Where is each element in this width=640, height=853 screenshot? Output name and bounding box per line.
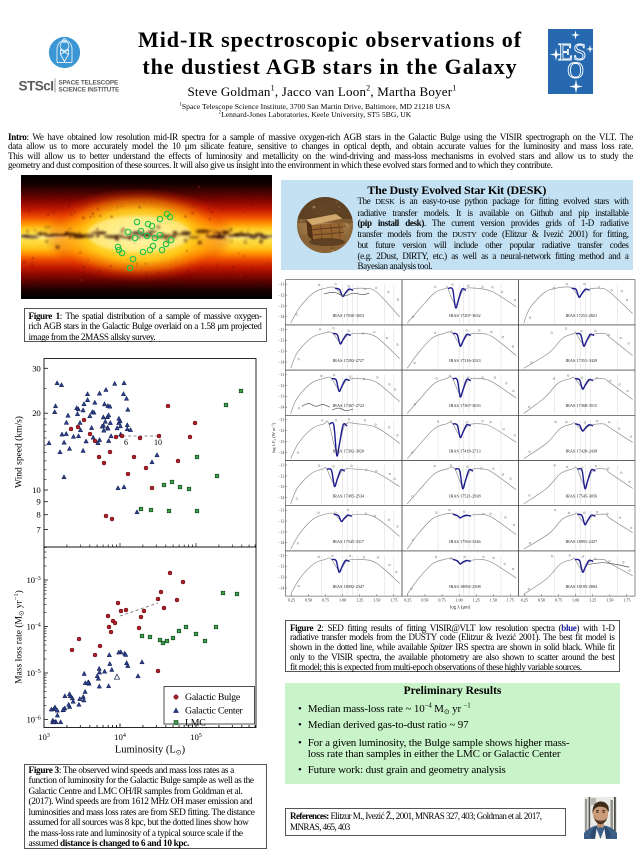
svg-text:1.00: 1.00 — [572, 598, 579, 603]
svg-text:IRAS 17030-3053: IRAS 17030-3053 — [333, 313, 365, 318]
svg-text:10: 10 — [154, 438, 162, 447]
svg-text:−11: −11 — [278, 418, 284, 422]
svg-text:0.50: 0.50 — [421, 598, 428, 603]
svg-text:IRAS 17367-3633: IRAS 17367-3633 — [449, 403, 481, 408]
svg-text:1.75: 1.75 — [507, 598, 514, 603]
svg-text:1.25: 1.25 — [356, 598, 363, 603]
svg-text:ES: ES — [558, 40, 587, 66]
svg-text:IRAS 18195-2804: IRAS 18195-2804 — [566, 584, 598, 589]
svg-text:9: 9 — [36, 497, 41, 507]
svg-text:1.25: 1.25 — [473, 598, 480, 603]
svg-text:log λ (μm): log λ (μm) — [450, 606, 471, 611]
svg-text:−14: −14 — [278, 315, 284, 319]
svg-text:IRAS 18091-2437: IRAS 18091-2437 — [566, 539, 598, 544]
svg-text:−13: −13 — [278, 530, 284, 534]
svg-text:IRAS 17418-2713: IRAS 17418-2713 — [449, 448, 481, 453]
svg-text:1.00: 1.00 — [456, 598, 463, 603]
svg-text:IRAS 17292-2727: IRAS 17292-2727 — [333, 358, 365, 363]
svg-text:10−6: 10−6 — [27, 715, 41, 725]
svg-text:−12: −12 — [278, 384, 284, 388]
svg-text:−13: −13 — [278, 576, 284, 580]
svg-text:20: 20 — [32, 408, 41, 418]
svg-text:IRAS 17392-3020: IRAS 17392-3020 — [333, 448, 365, 453]
svg-text:0.50: 0.50 — [538, 598, 545, 603]
svg-text:0.25: 0.25 — [404, 598, 411, 603]
svg-text:IRAS 17495-2534: IRAS 17495-2534 — [333, 494, 365, 499]
svg-text:−12: −12 — [278, 520, 284, 524]
svg-text:IRAS 17521-2938: IRAS 17521-2938 — [449, 494, 481, 499]
svg-text:Mass loss rate (M⊙ yr−1): Mass loss rate (M⊙ yr−1) — [14, 590, 25, 684]
svg-text:1.25: 1.25 — [589, 598, 596, 603]
svg-text:0.75: 0.75 — [555, 598, 562, 603]
svg-text:IRAS 17368-3515: IRAS 17368-3515 — [566, 403, 598, 408]
svg-text:−11: −11 — [278, 283, 284, 287]
svg-text:0.75: 0.75 — [322, 598, 329, 603]
svg-text:−13: −13 — [278, 350, 284, 354]
svg-text:0.50: 0.50 — [305, 598, 312, 603]
svg-text:IRAS 18092-2508: IRAS 18092-2508 — [449, 584, 481, 589]
svg-text:Wind speed (km/s): Wind speed (km/s) — [14, 416, 25, 488]
svg-text:10−4: 10−4 — [27, 622, 41, 632]
svg-text:Luminosity (L⊙): Luminosity (L⊙) — [115, 745, 186, 757]
svg-text:1.00: 1.00 — [339, 598, 346, 603]
svg-text:105: 105 — [190, 732, 202, 742]
svg-text:−12: −12 — [278, 429, 284, 433]
svg-text:7: 7 — [36, 525, 41, 535]
svg-text:LMC: LMC — [185, 718, 205, 729]
svg-text:−11: −11 — [278, 373, 284, 377]
svg-text:1.50: 1.50 — [606, 598, 613, 603]
svg-text:0.75: 0.75 — [438, 598, 445, 603]
svg-text:−14: −14 — [278, 406, 284, 410]
svg-text:1.75: 1.75 — [623, 598, 630, 603]
svg-text:IRAS 17207-3632: IRAS 17207-3632 — [449, 313, 481, 318]
svg-text:0.25: 0.25 — [288, 598, 295, 603]
svg-text:−13: −13 — [278, 440, 284, 444]
svg-text:10−5: 10−5 — [27, 668, 41, 678]
svg-text:1.50: 1.50 — [373, 598, 380, 603]
svg-text:IRAS 17251-2821: IRAS 17251-2821 — [566, 313, 598, 318]
svg-text:STScI: STScI — [19, 79, 54, 94]
svg-text:−14: −14 — [278, 496, 284, 500]
svg-text:8: 8 — [36, 510, 41, 520]
svg-text:30: 30 — [32, 363, 41, 373]
svg-text:IRAS 17367-2722: IRAS 17367-2722 — [333, 403, 365, 408]
svg-text:−12: −12 — [278, 294, 284, 298]
svg-text:Galactic Bulge: Galactic Bulge — [185, 692, 241, 703]
svg-text:103: 103 — [38, 732, 50, 742]
svg-text:6: 6 — [124, 438, 128, 447]
svg-text:IRAS 17428-2438: IRAS 17428-2438 — [566, 448, 598, 453]
svg-text:−11: −11 — [278, 463, 284, 467]
svg-text:log λ Fλ (W m−2): log λ Fλ (W m−2) — [270, 422, 277, 453]
svg-text:−11: −11 — [278, 328, 284, 332]
svg-text:104: 104 — [114, 732, 126, 742]
svg-text:−12: −12 — [278, 474, 284, 478]
svg-text:IRAS 17545-3317: IRAS 17545-3317 — [333, 539, 365, 544]
svg-text:Galactic Center: Galactic Center — [185, 706, 243, 717]
svg-text:IRAS 17545-3056: IRAS 17545-3056 — [566, 494, 598, 499]
svg-text:SPACE TELESCOPE: SPACE TELESCOPE — [59, 80, 119, 87]
svg-text:O: O — [567, 58, 584, 83]
svg-text:−13: −13 — [278, 304, 284, 308]
svg-text:−14: −14 — [278, 541, 284, 545]
svg-text:−11: −11 — [278, 509, 284, 513]
svg-text:−14: −14 — [278, 451, 284, 455]
svg-text:−14: −14 — [278, 360, 284, 364]
svg-text:−13: −13 — [278, 395, 284, 399]
svg-text:−12: −12 — [278, 339, 284, 343]
svg-text:0.25: 0.25 — [521, 598, 528, 603]
svg-text:IRAS 18092-2347: IRAS 18092-2347 — [333, 584, 365, 589]
svg-text:SCIENCE INSTITUTE: SCIENCE INSTITUTE — [59, 87, 120, 94]
svg-text:1.75: 1.75 — [390, 598, 397, 603]
svg-text:10: 10 — [32, 485, 41, 495]
svg-text:IRAS 17316-3523: IRAS 17316-3523 — [449, 358, 481, 363]
svg-text:IRAS 17563-3346: IRAS 17563-3346 — [449, 539, 481, 544]
svg-text:−14: −14 — [278, 586, 284, 590]
svg-text:−12: −12 — [278, 565, 284, 569]
svg-text:−11: −11 — [278, 554, 284, 558]
svg-text:IRAS 17351-3429: IRAS 17351-3429 — [566, 358, 598, 363]
svg-text:−13: −13 — [278, 485, 284, 489]
svg-text:1.50: 1.50 — [490, 598, 497, 603]
svg-text:10−3: 10−3 — [27, 575, 41, 585]
